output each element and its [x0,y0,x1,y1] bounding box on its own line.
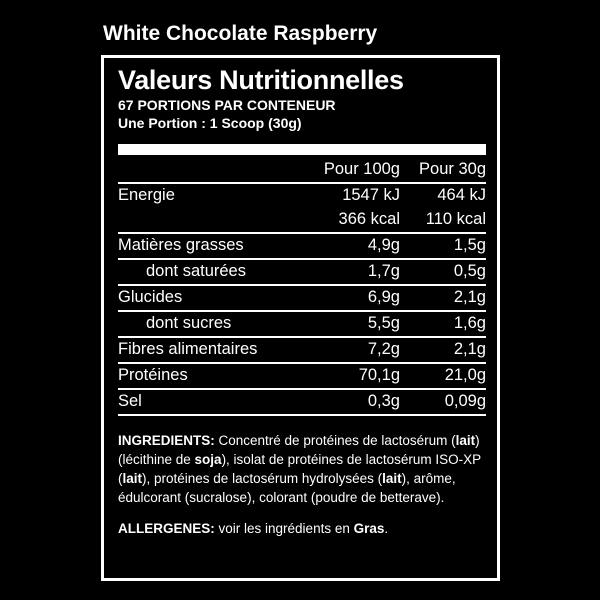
table-header: Pour 100g Pour 30g [118,158,486,184]
col-30g: Pour 30g [400,158,486,184]
table-row: Fibres alimentaires 7,2g 2,1g [118,337,486,364]
table-row: dont sucres 5,5g 1,6g [118,311,486,338]
ingredients: INGREDIENTS: Concentré de protéines de l… [118,433,481,505]
divider-bar [118,144,486,155]
allergens: ALLERGENES: voir les ingrédients en Gras… [118,521,389,536]
portions-per-container: 67 PORTIONS PAR CONTENEUR [118,97,336,113]
table-row: Protéines 70,1g 21,0g [118,363,486,390]
table-row: Matières grasses 4,9g 1,5g [118,233,486,260]
col-100g: Pour 100g [308,158,400,184]
nutrition-label: Valeurs Nutritionnelles 67 PORTIONS PAR … [101,55,500,581]
table-row: Sel 0,3g 0,09g [118,389,486,416]
nutrition-table: Pour 100g Pour 30g Energie 1547 kJ 464 kJ 3… [118,158,486,416]
label-heading: Valeurs Nutritionnelles [118,65,404,95]
table-row: 366 kcal 110 kcal [118,208,486,234]
table-row: Energie 1547 kJ 464 kJ [118,186,486,204]
table-row: Glucides 6,9g 2,1g [118,285,486,312]
serving-size: Une Portion : 1 Scoop (30g) [118,115,302,131]
table-row: dont saturées 1,7g 0,5g [118,259,486,286]
product-name: White Chocolate Raspberry [103,22,378,45]
